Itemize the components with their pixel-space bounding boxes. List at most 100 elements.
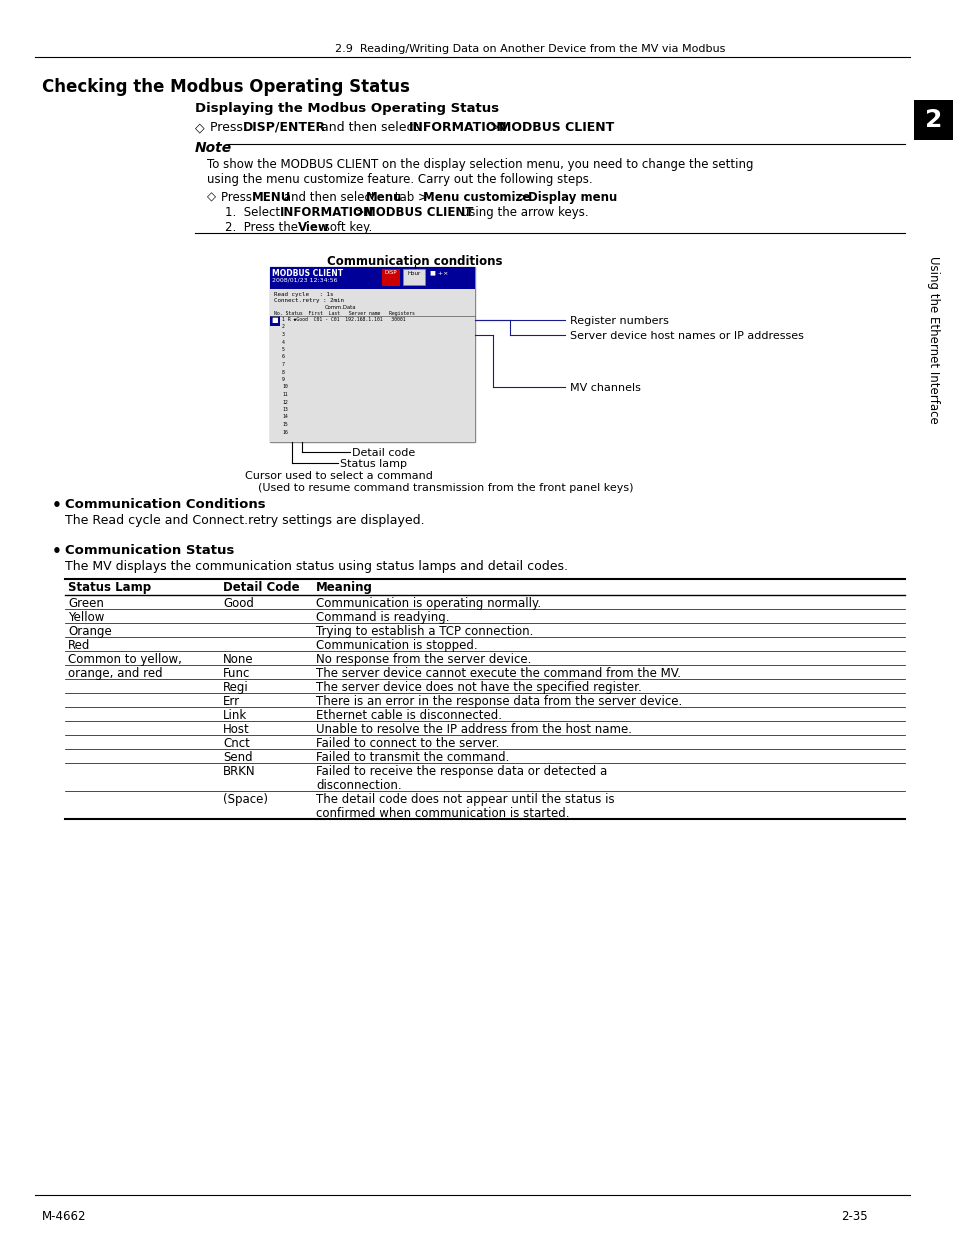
Text: MODBUS CLIENT: MODBUS CLIENT: [498, 121, 614, 135]
Text: 2-35: 2-35: [841, 1210, 867, 1223]
Bar: [270, 267, 475, 442]
Text: Ethernet cable is disconnected.: Ethernet cable is disconnected.: [315, 709, 501, 722]
Text: using the menu customize feature. Carry out the following steps.: using the menu customize feature. Carry …: [207, 173, 592, 186]
Text: Yellow: Yellow: [68, 611, 104, 624]
Text: tab >: tab >: [391, 191, 431, 204]
Text: Communication conditions: Communication conditions: [327, 254, 502, 268]
Text: The server device does not have the specified register.: The server device does not have the spec…: [315, 680, 641, 694]
Text: Connect.retry : 2min: Connect.retry : 2min: [274, 298, 344, 303]
Text: Note: Note: [194, 141, 232, 156]
Text: Unable to resolve the IP address from the host name.: Unable to resolve the IP address from th…: [315, 722, 631, 736]
Text: Register numbers: Register numbers: [569, 316, 668, 326]
Text: Failed to receive the response data or detected a: Failed to receive the response data or d…: [315, 764, 607, 778]
Text: Func: Func: [223, 667, 250, 680]
Text: Green: Green: [68, 597, 104, 610]
Text: 8: 8: [282, 369, 285, 374]
Text: There is an error in the response data from the server device.: There is an error in the response data f…: [315, 695, 681, 708]
Text: Communication is stopped.: Communication is stopped.: [315, 638, 477, 652]
Bar: [381, 269, 399, 287]
Text: Hour: Hour: [407, 270, 420, 275]
Text: >: >: [351, 206, 368, 219]
Text: Host: Host: [223, 722, 250, 736]
Text: Status lamp: Status lamp: [339, 459, 407, 469]
Text: 14: 14: [282, 415, 288, 420]
Text: Checking the Modbus Operating Status: Checking the Modbus Operating Status: [42, 78, 410, 96]
Text: Press: Press: [221, 191, 255, 204]
Text: disconnection.: disconnection.: [315, 779, 401, 792]
Text: >: >: [515, 191, 532, 204]
Text: BRKN: BRKN: [223, 764, 255, 778]
Text: DISP: DISP: [384, 270, 396, 275]
Text: No. Status  First  Last   Server name   Registers: No. Status First Last Server name Regist…: [274, 311, 415, 316]
Text: Server device host names or IP addresses: Server device host names or IP addresses: [569, 331, 803, 341]
Text: Good: Good: [223, 597, 253, 610]
Text: Failed to transmit the command.: Failed to transmit the command.: [315, 751, 509, 764]
Text: Display menu: Display menu: [527, 191, 617, 204]
Text: •: •: [52, 498, 62, 513]
Text: Err: Err: [223, 695, 240, 708]
Text: Failed to connect to the server.: Failed to connect to the server.: [315, 737, 498, 750]
Text: The server device cannot execute the command from the MV.: The server device cannot execute the com…: [315, 667, 680, 680]
Text: Cursor used to select a command: Cursor used to select a command: [245, 471, 433, 480]
Text: Detail code: Detail code: [352, 448, 415, 458]
Text: Orange: Orange: [68, 625, 112, 638]
Text: 4: 4: [282, 340, 285, 345]
Text: Detail Code: Detail Code: [223, 580, 299, 594]
Bar: [402, 269, 424, 285]
Bar: [913, 100, 953, 140]
Text: Menu customize: Menu customize: [422, 191, 530, 204]
Text: •: •: [52, 543, 62, 559]
Text: Communication Conditions: Communication Conditions: [65, 498, 265, 511]
Text: 1.  Select: 1. Select: [225, 206, 284, 219]
Text: 12: 12: [282, 399, 288, 405]
Text: Comm.Data: Comm.Data: [325, 305, 356, 310]
Text: orange, and red: orange, and red: [68, 667, 162, 680]
Bar: [270, 316, 280, 326]
Text: 10: 10: [282, 384, 288, 389]
Text: Communication Status: Communication Status: [65, 543, 234, 557]
Text: 13: 13: [282, 408, 288, 412]
Text: 2.  Press the: 2. Press the: [225, 221, 301, 233]
Text: MODBUS CLIENT: MODBUS CLIENT: [364, 206, 473, 219]
Text: ◇: ◇: [194, 121, 204, 135]
Text: To show the MODBUS CLIENT on the display selection menu, you need to change the : To show the MODBUS CLIENT on the display…: [207, 158, 753, 170]
Text: None: None: [223, 653, 253, 666]
Text: Send: Send: [223, 751, 253, 764]
Text: soft key.: soft key.: [319, 221, 372, 233]
Text: 9: 9: [282, 377, 285, 382]
Text: 1 R ◆Good  C01 - C01  192.168.1.101   30001: 1 R ◆Good C01 - C01 192.168.1.101 30001: [282, 317, 405, 322]
Text: confirmed when communication is started.: confirmed when communication is started.: [315, 806, 569, 820]
Text: 2: 2: [282, 325, 285, 330]
Text: INFORMATION: INFORMATION: [280, 206, 374, 219]
Bar: [270, 289, 475, 442]
Text: Command is readying.: Command is readying.: [315, 611, 449, 624]
Text: MV channels: MV channels: [569, 383, 640, 393]
Text: ■: ■: [271, 317, 277, 324]
Text: Read cycle   : 1s: Read cycle : 1s: [274, 291, 334, 296]
Text: Link: Link: [223, 709, 247, 722]
Text: Press: Press: [210, 121, 247, 135]
Text: 3: 3: [282, 332, 285, 337]
Text: The detail code does not appear until the status is: The detail code does not appear until th…: [315, 793, 614, 806]
Text: Common to yellow,: Common to yellow,: [68, 653, 182, 666]
Bar: [270, 267, 475, 289]
Text: 2: 2: [924, 107, 942, 132]
Text: and then select: and then select: [280, 191, 379, 204]
Text: ◇: ◇: [207, 191, 215, 204]
Text: Status Lamp: Status Lamp: [68, 580, 151, 594]
Text: >: >: [485, 121, 504, 135]
Text: Trying to establish a TCP connection.: Trying to establish a TCP connection.: [315, 625, 533, 638]
Text: The MV displays the communication status using status lamps and detail codes.: The MV displays the communication status…: [65, 559, 567, 573]
Text: No response from the server device.: No response from the server device.: [315, 653, 531, 666]
Text: Red: Red: [68, 638, 91, 652]
Text: M-4662: M-4662: [42, 1210, 87, 1223]
Text: 16: 16: [282, 430, 288, 435]
Text: Meaning: Meaning: [315, 580, 373, 594]
Text: 6: 6: [282, 354, 285, 359]
Text: Communication is operating normally.: Communication is operating normally.: [315, 597, 540, 610]
Text: View: View: [297, 221, 330, 233]
Text: and then select: and then select: [316, 121, 422, 135]
Text: 5: 5: [282, 347, 285, 352]
Text: MODBUS CLIENT: MODBUS CLIENT: [272, 269, 343, 278]
Text: MENU: MENU: [252, 191, 291, 204]
